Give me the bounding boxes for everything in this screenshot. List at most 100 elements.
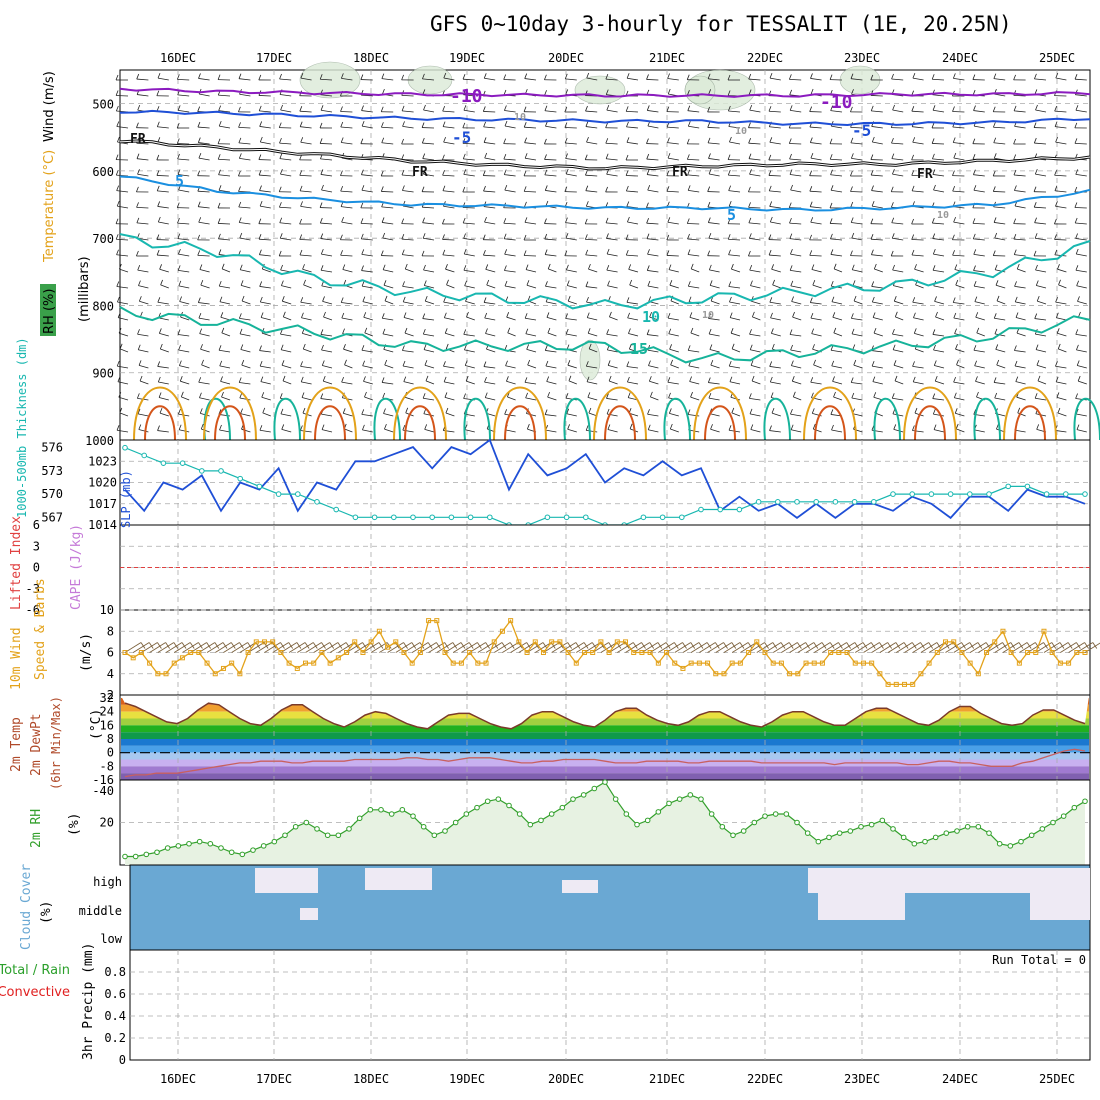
wind-barb [178, 424, 182, 430]
wind10m-barb [526, 642, 544, 653]
wind-barb [403, 312, 407, 318]
wind-barb [401, 233, 405, 240]
wind-barb [545, 254, 557, 257]
wind-barb [239, 264, 243, 270]
wind-barb [973, 349, 985, 353]
wind-barb [178, 409, 181, 415]
wind-barb [668, 328, 672, 334]
wind-barb [544, 249, 548, 255]
wind-barb [360, 218, 364, 224]
wind-barb [343, 412, 353, 417]
wind-barb [791, 301, 802, 305]
wind-barb [221, 263, 225, 269]
isotherm-10 [119, 233, 1091, 310]
wind-barb [343, 279, 347, 286]
wind-barb [197, 250, 201, 256]
wind-barb [463, 269, 475, 273]
wind-barb [996, 364, 1006, 369]
wind-barb [1055, 430, 1067, 433]
wind-barb [422, 78, 435, 81]
wind-barb [1075, 94, 1087, 97]
wind-barb [405, 407, 409, 413]
wind10m-barb [829, 642, 835, 649]
wind10m-speed-line-point [499, 628, 505, 634]
wind-barb [607, 280, 610, 286]
wind-barb [954, 328, 957, 334]
wind-barb [892, 397, 904, 401]
rh-legend-swatch [40, 284, 56, 336]
wind-barb [117, 205, 129, 209]
thermal-loop [1003, 386, 1057, 441]
wind-barb [505, 429, 516, 433]
wind10m-barb [870, 642, 876, 649]
wind-barb [344, 428, 353, 433]
wind10m-speed-line-point [590, 650, 596, 655]
wind-barb [649, 380, 659, 385]
wind-barb [300, 425, 303, 431]
wind-barb [585, 121, 589, 127]
wind-barb [423, 173, 435, 177]
wind-barb [606, 233, 609, 239]
wind-barb [258, 95, 271, 97]
wind-barb [709, 173, 720, 177]
wind10m-speed-line-point [598, 639, 604, 645]
thickness-line-point [391, 514, 397, 521]
wind-barb [198, 152, 202, 159]
wind-barb [707, 186, 711, 192]
wind-barb [687, 110, 700, 113]
wind-barb [585, 361, 589, 367]
wind-barb [402, 121, 405, 127]
wind-barb [975, 376, 978, 382]
wind-barb [116, 429, 129, 433]
wind-barb [1074, 138, 1078, 144]
wind-barb [138, 424, 142, 430]
wind-barb [1034, 318, 1047, 321]
wind-barb [567, 428, 577, 433]
wind-barb [646, 153, 650, 160]
rh-line-point [879, 817, 886, 824]
wind-barb [137, 104, 141, 111]
wind-barb [810, 73, 813, 79]
wind10m-barb [304, 642, 310, 649]
wind-barb [1074, 78, 1087, 81]
rh-line-point [367, 806, 374, 813]
wind-barb [891, 222, 904, 225]
wind-barb [361, 189, 373, 193]
wind-barb [177, 169, 181, 175]
wind-barb [893, 424, 897, 430]
wind-barb [710, 359, 714, 366]
wind-barb [911, 154, 914, 161]
isotherm-FR-inner [119, 140, 1091, 170]
wind-barb [994, 392, 998, 399]
wind-barb [564, 73, 568, 79]
wind10m-barb [198, 642, 216, 653]
wind-barb [340, 234, 343, 240]
wind10m-barb [699, 642, 716, 653]
wind10m-barb [772, 642, 778, 649]
wind-barb [769, 376, 773, 383]
wind-barb [626, 254, 639, 257]
wind10m-barb [280, 642, 285, 649]
rh-line-point [495, 796, 502, 802]
wind-barb [402, 365, 414, 369]
wind10m-barb [723, 642, 741, 653]
wind-barb [443, 77, 455, 81]
wind-barb [361, 249, 365, 255]
wind-barb [1075, 173, 1087, 177]
thickness-line-point [832, 499, 839, 505]
wind-barb [218, 233, 221, 240]
wind-barb [199, 392, 202, 398]
contour-label: FR [412, 165, 428, 180]
wind-barb [283, 316, 292, 321]
wind-barb [830, 233, 833, 240]
wind-barb [911, 110, 924, 113]
contour-label: -5 [452, 128, 471, 147]
wind-barb [282, 300, 292, 305]
wind-barb [607, 429, 618, 433]
wind-barb [238, 106, 241, 113]
wind10m-barb [830, 642, 847, 653]
wind-barb [464, 360, 468, 366]
wind-tick-label: 10 [100, 603, 114, 617]
wind-barb [585, 105, 588, 112]
wind-barb [1075, 333, 1087, 337]
